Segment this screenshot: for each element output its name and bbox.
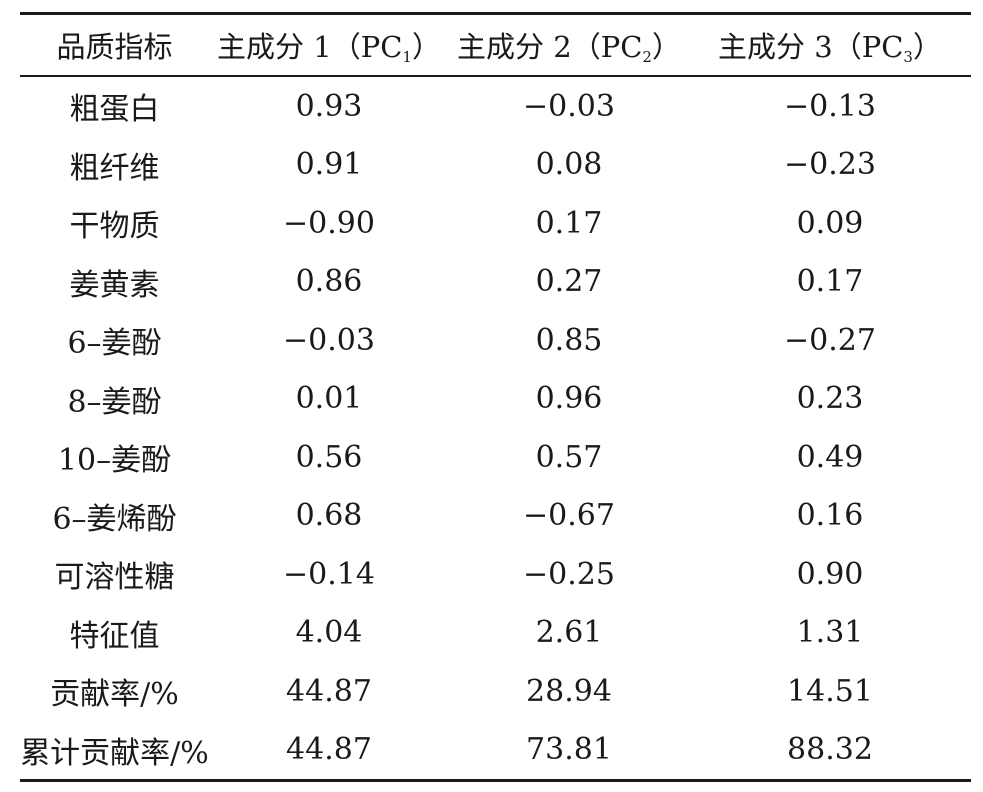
table-body: 粗蛋白 0.93 −0.03 −0.13 粗纤维 0.91 0.08 −0.23… [20,76,971,781]
pc1-value: 0.56 [295,439,363,475]
header-pc3: 主成分 3（PC3） [689,14,971,77]
table-row: 累计贡献率/% 44.87 73.81 88.32 [20,721,971,781]
table-row: 6–姜烯酚 0.68 −0.67 0.16 [20,487,971,546]
table-row: 粗蛋白 0.93 −0.03 −0.13 [20,76,971,136]
pc1-value: 44.87 [286,732,372,768]
pc3-value: 14.51 [787,673,873,709]
pc1-value: −0.14 [283,556,375,592]
header-pc1-subscript: 1 [402,48,412,66]
row-label: 6–姜酚 [67,326,162,362]
pc3-value: 0.49 [796,439,864,475]
pc2-value: −0.67 [523,498,615,534]
pc1-value: −0.03 [283,322,375,358]
pc1-value: 0.93 [295,88,363,124]
pc2-value: 0.96 [535,381,603,417]
header-pc2-suffix: ） [651,30,681,64]
table-row: 可溶性糖 −0.14 −0.25 0.90 [20,545,971,604]
table-row: 6–姜酚 −0.03 0.85 −0.27 [20,311,971,370]
header-pc1-suffix: ） [411,30,441,64]
pc3-value: −0.13 [784,88,876,124]
pc1-value: 44.87 [286,673,372,709]
pc2-value: 0.08 [535,147,603,183]
pc1-value: 0.86 [295,264,363,300]
row-label: 特征值 [69,618,160,654]
table-row: 粗纤维 0.91 0.08 −0.23 [20,136,971,195]
table-row: 10–姜酚 0.56 0.57 0.49 [20,428,971,487]
pc2-value: 0.85 [535,322,603,358]
table-row: 特征值 4.04 2.61 1.31 [20,604,971,663]
pc2-value: 2.61 [535,615,603,651]
row-label: 姜黄素 [69,267,160,303]
table-row: 姜黄素 0.86 0.27 0.17 [20,253,971,312]
header-pc2-subscript: 2 [642,48,652,66]
pc2-value: 0.17 [535,205,603,241]
pc2-value: −0.03 [523,88,615,124]
header-pc1: 主成分 1（PC1） [209,14,449,77]
header-row: 品质指标 主成分 1（PC1） 主成分 2（PC2） 主成分 3（PC3） [20,13,971,77]
pc1-value: 0.91 [295,147,363,183]
pc2-value: −0.25 [523,556,615,592]
table-row: 贡献率/% 44.87 28.94 14.51 [20,662,971,721]
row-label: 粗纤维 [69,150,160,186]
pc1-value: −0.90 [283,205,375,241]
pc3-value: −0.23 [784,147,876,183]
pc1-value: 0.01 [295,381,363,417]
row-label: 8–姜酚 [67,384,162,420]
header-pc2-prefix: 主成分 2（PC [457,30,643,64]
pc2-value: 0.57 [535,439,603,475]
header-pc3-subscript: 3 [903,48,913,66]
pc3-value: 0.16 [796,498,864,534]
pc3-value: 0.17 [796,264,864,300]
pca-loadings-table: 品质指标 主成分 1（PC1） 主成分 2（PC2） 主成分 3（PC3） 粗蛋… [20,12,971,782]
row-label: 干物质 [69,209,160,245]
pc3-value: 88.32 [787,732,873,768]
pc2-value: 0.27 [535,264,603,300]
pc1-value: 4.04 [295,615,363,651]
row-label: 贡献率/% [50,677,179,713]
header-pc2: 主成分 2（PC2） [449,14,689,77]
row-label: 6–姜烯酚 [52,501,177,537]
header-pc1-prefix: 主成分 1（PC [217,30,403,64]
header-pc3-prefix: 主成分 3（PC [718,30,904,64]
header-pc3-suffix: ） [912,30,942,64]
row-label: 累计贡献率/% [20,735,209,771]
table-row: 8–姜酚 0.01 0.96 0.23 [20,370,971,429]
pc3-value: 1.31 [796,615,864,651]
row-label: 可溶性糖 [54,560,175,596]
table-row: 干物质 −0.90 0.17 0.09 [20,194,971,253]
pca-loadings-table-container: 品质指标 主成分 1（PC1） 主成分 2（PC2） 主成分 3（PC3） 粗蛋… [20,12,971,782]
header-indicator: 品质指标 [56,30,173,64]
pc2-value: 73.81 [526,732,612,768]
pc3-value: 0.23 [796,381,864,417]
row-label: 粗蛋白 [69,92,160,128]
pc2-value: 28.94 [526,673,612,709]
pc3-value: −0.27 [784,322,876,358]
row-label: 10–姜酚 [57,443,172,479]
pc1-value: 0.68 [295,498,363,534]
pc3-value: 0.90 [796,556,864,592]
pc3-value: 0.09 [796,205,864,241]
table-header: 品质指标 主成分 1（PC1） 主成分 2（PC2） 主成分 3（PC3） [20,13,971,77]
